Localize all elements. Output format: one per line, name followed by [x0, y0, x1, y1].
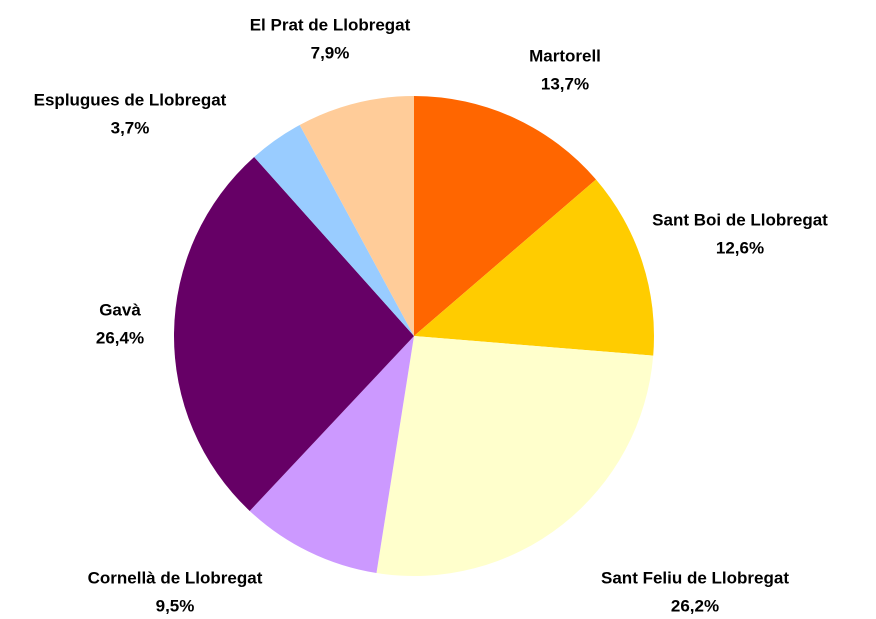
- pie-slice: [414, 96, 597, 336]
- pie-slice: [173, 156, 414, 511]
- slice-value-label: 7,9%: [311, 43, 350, 62]
- slice-value-label: 26,2%: [671, 596, 719, 615]
- pie-slice: [249, 336, 414, 574]
- slice-label: Gavà: [99, 300, 141, 319]
- pie-slice: [414, 179, 655, 356]
- slice-label: Sant Boi de Llobregat: [652, 210, 828, 229]
- slice-label: El Prat de Llobregat: [250, 15, 411, 34]
- slice-value-label: 3,7%: [111, 118, 150, 137]
- pie-slice: [299, 96, 414, 336]
- slice-value-label: 12,6%: [716, 238, 764, 257]
- slice-label: Cornellà de Llobregat: [88, 568, 263, 587]
- slice-label: Esplugues de Llobregat: [34, 90, 227, 109]
- slice-label: Sant Feliu de Llobregat: [601, 568, 789, 587]
- slice-label: Martorell: [529, 46, 601, 65]
- pie-slice: [254, 124, 414, 337]
- slice-value-label: 9,5%: [156, 596, 195, 615]
- slice-value-label: 13,7%: [541, 74, 589, 93]
- pie-slice: [376, 336, 654, 577]
- slice-value-label: 26,4%: [96, 328, 144, 347]
